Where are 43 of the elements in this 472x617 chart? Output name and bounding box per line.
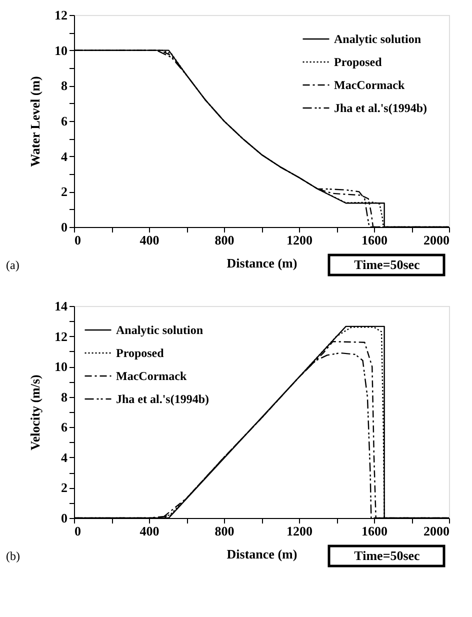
x-tick-label: 400: [140, 232, 160, 248]
legend-label: Proposed: [116, 346, 164, 360]
legend-label: Analytic solution: [116, 323, 204, 337]
y-tick-label: 4: [61, 450, 68, 465]
y-tick-label: 6: [61, 114, 68, 128]
y-tick-label: 8: [61, 78, 68, 94]
y-tick-label: 2: [61, 184, 68, 200]
y-tick-label: 4: [61, 148, 68, 164]
x-tick-label: 2000: [424, 232, 450, 248]
y-tick-label: 10: [54, 42, 68, 58]
x-axis-title: Distance (m): [226, 256, 298, 270]
x-tick-label: 0: [74, 524, 81, 538]
text: (b): [6, 549, 20, 563]
legend-label: MacCormack: [334, 78, 405, 92]
text: Time=50sec: [354, 257, 420, 272]
legend-label: Jha et al.'s(1994b): [116, 392, 210, 406]
y-tick-label: 0: [61, 510, 68, 526]
y-tick-label: 10: [54, 359, 68, 374]
x-tick-label: 800: [214, 524, 234, 538]
y-tick-label: 14: [54, 298, 68, 314]
legend-label: Jha et al.'s(1994b): [334, 101, 428, 115]
x-axis-title: Distance (m): [226, 546, 298, 562]
y-tick-label: 12: [54, 8, 68, 22]
text: Time=50sec: [354, 548, 420, 563]
x-tick-label: 1600: [362, 524, 388, 538]
y-tick-label: 2: [61, 480, 68, 496]
y-tick-label: 8: [61, 389, 68, 404]
x-tick-label: 400: [140, 524, 160, 538]
y-tick-label: 12: [54, 328, 68, 344]
y-tick-label: 6: [61, 420, 68, 435]
x-tick-label: 0: [74, 232, 81, 248]
legend-label: MacCormack: [116, 369, 187, 383]
x-tick-label: 800: [214, 232, 234, 248]
y-tick-label: 0: [61, 220, 68, 234]
y-axis-title: Velocity (m/s): [28, 374, 42, 450]
text: (a): [6, 258, 20, 272]
x-tick-label: 2000: [424, 524, 450, 538]
legend-label: Analytic solution: [334, 32, 422, 46]
x-tick-label: 1200: [286, 524, 312, 538]
legend-label: Proposed: [334, 55, 382, 69]
x-tick-label: 1600: [362, 232, 388, 248]
y-axis-title: Water Level (m): [28, 76, 42, 167]
x-tick-label: 1200: [286, 232, 312, 248]
